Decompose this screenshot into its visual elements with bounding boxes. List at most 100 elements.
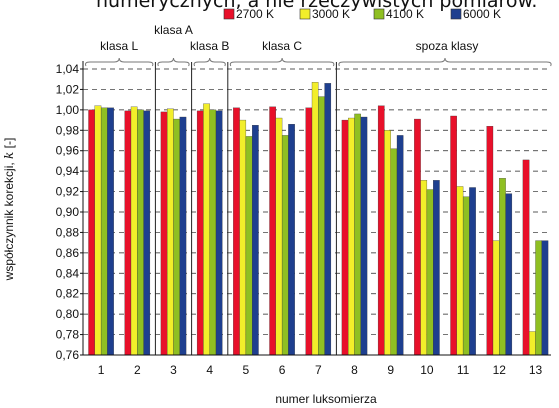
bar-3000k-cat-11 — [456, 186, 464, 356]
bar-3000k-cat-6 — [275, 117, 283, 356]
bar-6000k-cat-1 — [107, 107, 114, 356]
y-tick-label: 0,76 — [56, 348, 80, 362]
legend: 2700 K 3000 K 4100 K 6000 K — [223, 7, 501, 21]
bar-6000k-cat-10 — [433, 180, 440, 356]
x-tick-label: 13 — [529, 363, 543, 377]
bar-2700k-cat-3 — [160, 111, 168, 356]
x-tick-label: 3 — [170, 363, 177, 377]
x-tick-label: 8 — [351, 363, 358, 377]
x-tick-label: 4 — [206, 363, 213, 377]
x-tick-label: 7 — [315, 363, 322, 377]
bar-4100k-cat-10 — [426, 189, 434, 356]
y-tick-label: 0,80 — [56, 307, 80, 321]
y-axis-label: współczynnik korekcji, k [-] — [2, 138, 16, 282]
bar-3000k-cat-2 — [130, 106, 138, 356]
bar-6000k-cat-13 — [541, 240, 549, 356]
bar-6000k-cat-11 — [469, 187, 476, 356]
x-tick-label: 5 — [243, 363, 250, 377]
bar-4100k-cat-11 — [462, 196, 470, 356]
legend-swatch — [223, 8, 235, 20]
bar-4100k-cat-8 — [354, 113, 361, 356]
bar-3000k-cat-8 — [348, 117, 355, 356]
bar-2700k-cat-10 — [414, 118, 421, 356]
bar-3000k-cat-5 — [239, 119, 247, 356]
y-tick-labels: 0,76 0,78 0,80 0,82 0,84 0,86 0,88 0,90 0,92 0,94… — [56, 62, 83, 362]
bar-2700k-cat-2 — [124, 110, 132, 356]
legend-label: 3000 K — [312, 7, 350, 21]
bar-6000k-cat-8 — [360, 116, 368, 356]
bar-2700k-cat-1 — [88, 109, 95, 356]
group-label: klasa A — [154, 23, 193, 37]
x-tick-labels: 1 2 3 4 5 6 7 8 9 10 11 12 13 — [98, 363, 543, 377]
bar-6000k-cat-7 — [324, 83, 332, 356]
group-brackets: klasa L klasa A klasa B klasa C spoza klasy — [85, 23, 552, 67]
legend-swatch — [373, 8, 385, 20]
x-tick-label: 6 — [279, 363, 286, 377]
bar-4100k-cat-1 — [100, 107, 108, 356]
bar-4100k-cat-13 — [535, 240, 542, 356]
x-tick-label: 9 — [387, 363, 394, 377]
bar-6000k-cat-3 — [179, 116, 187, 356]
legend-label: 2700 K — [236, 7, 274, 21]
bar-2700k-cat-9 — [377, 105, 385, 356]
bar-2700k-cat-8 — [341, 119, 349, 356]
bar-2700k-cat-7 — [305, 107, 313, 356]
group-separators — [154, 62, 337, 355]
group-bracket — [338, 57, 552, 67]
bar-4100k-cat-7 — [318, 96, 325, 356]
bar-6000k-cat-9 — [396, 135, 404, 356]
x-tick-label: 11 — [457, 363, 470, 377]
bar-4100k-cat-6 — [281, 135, 289, 356]
bar-3000k-cat-3 — [167, 108, 174, 356]
bar-6000k-cat-12 — [505, 193, 513, 356]
bar-3000k-cat-9 — [384, 130, 391, 356]
legend-label: 4100 K — [386, 7, 424, 21]
group-label: klasa B — [190, 39, 229, 53]
y-tick-label: 1,04 — [56, 62, 80, 76]
bar-4100k-cat-12 — [499, 178, 506, 356]
y-tick-label: 0,82 — [56, 287, 80, 301]
bar-3000k-cat-10 — [420, 180, 428, 356]
bar-4100k-cat-5 — [245, 136, 253, 356]
bar-6000k-cat-2 — [143, 110, 151, 356]
x-axis-label: numer luksomierza — [275, 392, 377, 406]
y-tick-label: 0,90 — [56, 205, 80, 219]
bar-3000k-cat-12 — [492, 240, 500, 356]
group-bracket — [157, 57, 190, 67]
bar-6000k-cat-4 — [215, 110, 223, 356]
x-tick-label: 10 — [420, 363, 434, 377]
y-tick-label: 0,94 — [56, 164, 80, 178]
y-tick-label: 0,78 — [56, 328, 80, 342]
bar-2700k-cat-4 — [196, 110, 204, 356]
group-label: spoza klasy — [416, 39, 479, 53]
bar-4100k-cat-2 — [137, 109, 144, 356]
bar-2700k-cat-5 — [233, 107, 240, 356]
caption-fragment: numerycznych, a nie rzeczywistych pomiar… — [96, 0, 538, 12]
bar-6000k-cat-5 — [252, 125, 259, 356]
x-tick-label: 2 — [134, 363, 141, 377]
y-tick-label: 0,96 — [56, 144, 80, 158]
bar-4100k-cat-9 — [390, 148, 398, 356]
x-tick-label: 12 — [493, 363, 507, 377]
bar-2700k-cat-11 — [450, 115, 457, 356]
y-tick-label: 0,84 — [56, 266, 80, 280]
bar-2700k-cat-12 — [486, 126, 494, 356]
group-label: klasa L — [100, 39, 138, 53]
y-axis-label-unit: [-] — [2, 138, 16, 149]
y-tick-label: 0,86 — [56, 246, 80, 260]
y-tick-label: 1,02 — [56, 82, 80, 96]
group-label: klasa C — [262, 39, 302, 53]
legend-swatch — [450, 8, 462, 20]
group-bracket — [85, 57, 154, 67]
bar-4100k-cat-3 — [173, 118, 180, 356]
group-bracket — [229, 57, 335, 67]
bar-3000k-cat-13 — [529, 331, 536, 356]
y-axis-label-main: współczynnik korekcji, — [2, 162, 16, 281]
x-tick-label: 1 — [98, 363, 105, 377]
y-tick-label: 0,98 — [56, 123, 80, 137]
y-axis-label-var: k — [2, 152, 16, 159]
y-tick-label: 1,00 — [56, 103, 80, 117]
bars — [88, 82, 549, 356]
bar-6000k-cat-6 — [288, 124, 295, 356]
